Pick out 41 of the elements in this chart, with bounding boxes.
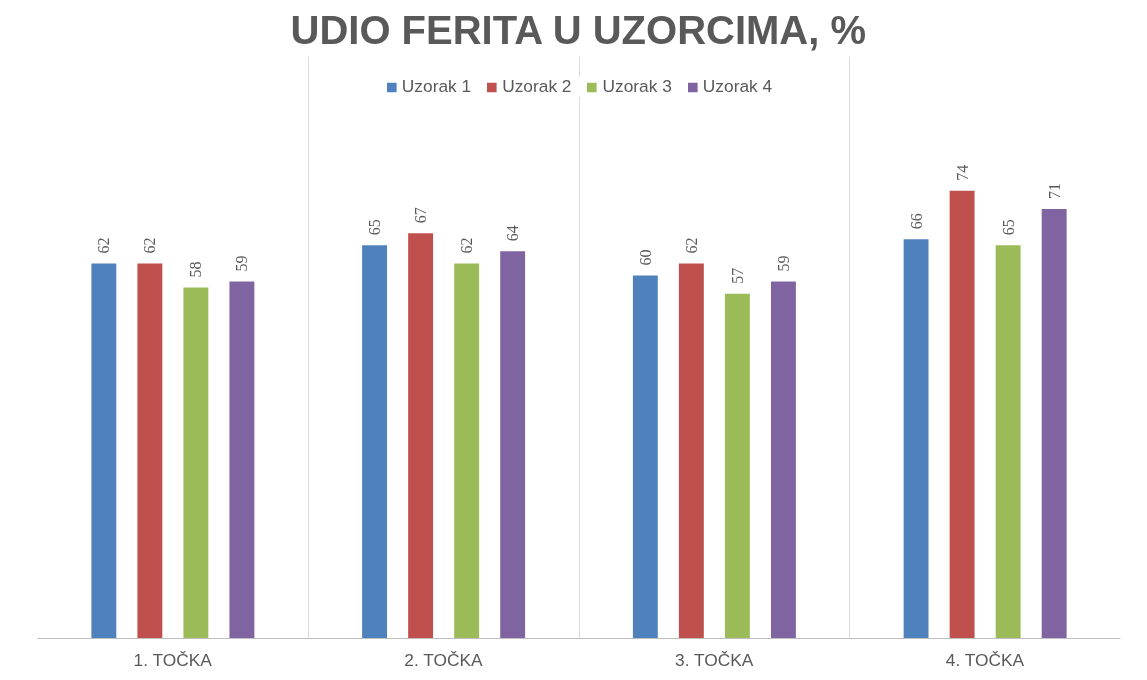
data-label: 58 [187, 261, 205, 278]
data-label: 57 [728, 267, 746, 284]
data-label: 62 [95, 237, 113, 254]
bar [137, 263, 163, 639]
data-label: 59 [233, 255, 251, 272]
bar [949, 190, 975, 639]
data-label: 67 [412, 207, 430, 224]
bar [724, 293, 750, 639]
legend-label: Uzorak 2 [502, 76, 572, 97]
x-tick-label: 4. TOČKA [945, 649, 1025, 670]
data-label: 62 [141, 237, 159, 254]
bar [632, 275, 658, 639]
bar [362, 245, 388, 639]
data-label: 62 [458, 237, 476, 254]
data-label: 66 [907, 213, 925, 230]
legend-label: Uzorak 4 [702, 76, 773, 97]
bar [229, 281, 255, 639]
x-tick-label: 1. TOČKA [133, 649, 213, 670]
data-label: 65 [366, 219, 384, 236]
data-label: 71 [1045, 182, 1063, 199]
bar [903, 239, 929, 639]
legend-label: Uzorak 1 [401, 76, 472, 97]
chart-title: UDIO FERITA U UZORCIMA, % [290, 7, 867, 52]
data-label: 62 [682, 237, 700, 254]
bar [91, 263, 117, 639]
data-label: 74 [953, 164, 971, 181]
bar [678, 263, 704, 639]
data-label: 64 [504, 225, 522, 242]
x-tick-label: 2. TOČKA [404, 649, 484, 670]
bar [1041, 208, 1067, 639]
bar [770, 281, 796, 639]
data-label: 60 [636, 249, 654, 266]
bar [408, 233, 434, 639]
data-label: 59 [774, 255, 792, 272]
legend-label: Uzorak 3 [602, 76, 672, 97]
x-tick-label: 3. TOČKA [675, 649, 754, 670]
bar [183, 287, 209, 639]
bar [500, 251, 526, 639]
bar [454, 263, 480, 639]
bar [995, 245, 1021, 639]
data-label: 65 [999, 219, 1017, 236]
